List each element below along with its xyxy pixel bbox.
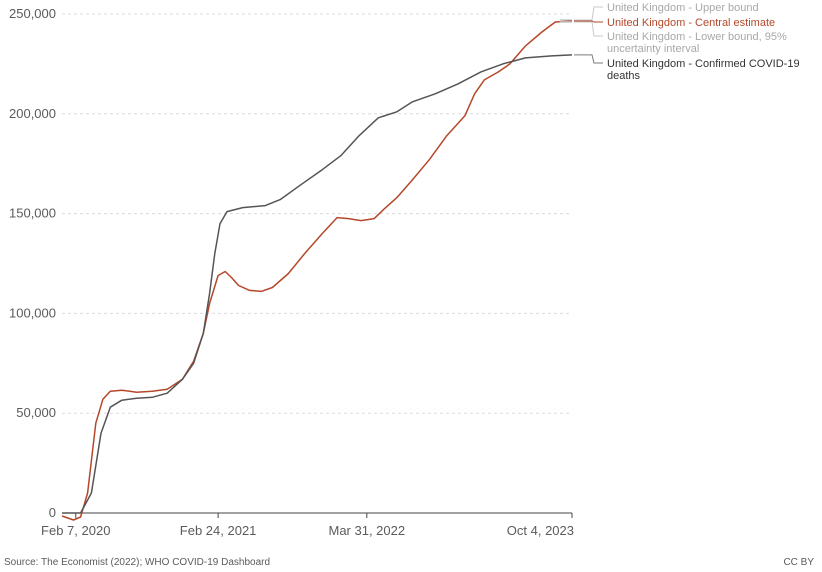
source-note: Source: The Economist (2022); WHO COVID-… bbox=[4, 557, 271, 568]
y-tick-label: 250,000 bbox=[9, 6, 56, 21]
series-line-1 bbox=[61, 20, 573, 521]
legend-connector bbox=[574, 6, 603, 21]
series-lines bbox=[61, 19, 573, 521]
legend-connector bbox=[574, 20, 603, 23]
series-line-3 bbox=[62, 54, 573, 514]
legend-connector bbox=[574, 54, 603, 64]
license-label[interactable]: CC BY bbox=[783, 557, 814, 568]
y-axis: 0 50,000 100,000 150,000 200,000 250,000 bbox=[9, 6, 56, 520]
x-tick-label: Mar 31, 2022 bbox=[329, 523, 406, 538]
x-tick-label: Feb 7, 2020 bbox=[41, 523, 110, 538]
legend-label: United Kingdom - Confirmed COVID-19 death… bbox=[607, 58, 800, 82]
x-tick-label: Oct 4, 2023 bbox=[507, 523, 574, 538]
x-axis: Feb 7, 2020 Feb 24, 2021 Mar 31, 2022 Oct 4… bbox=[41, 513, 574, 538]
legend-label: United Kingdom - Lower bound, 95% uncerta… bbox=[607, 31, 787, 55]
legend-connector bbox=[574, 21, 603, 37]
y-tick-label: 50,000 bbox=[16, 405, 56, 420]
legend-label-line: deaths bbox=[607, 70, 641, 82]
y-tick-label: 100,000 bbox=[9, 305, 56, 320]
x-tick-label: Feb 24, 2021 bbox=[180, 523, 257, 538]
gridlines bbox=[62, 13, 572, 514]
legend-label-line: United Kingdom - Lower bound, 95% bbox=[607, 31, 787, 43]
y-tick-label: 150,000 bbox=[9, 206, 56, 221]
chart-svg: 0 50,000 100,000 150,000 200,000 250,000 Feb … bbox=[9, 2, 800, 538]
y-tick-label: 200,000 bbox=[9, 106, 56, 121]
legend-label-line: United Kingdom - Confirmed COVID-19 bbox=[607, 58, 800, 70]
legend-label: United Kingdom - Central estimate bbox=[607, 17, 775, 29]
y-tick-label: 0 bbox=[49, 505, 56, 520]
legend-label: United Kingdom - Upper bound bbox=[607, 2, 759, 14]
legend-label-line: uncertainty interval bbox=[607, 43, 699, 55]
legend: United Kingdom - Upper bound United Kingd… bbox=[574, 2, 800, 82]
